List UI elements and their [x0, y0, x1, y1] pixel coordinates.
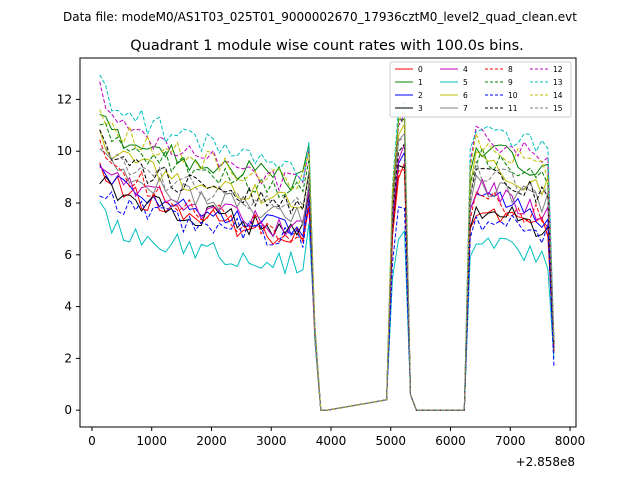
series-line-3: [99, 164, 555, 411]
series-layer: [99, 74, 555, 411]
legend-label-13: 13: [553, 78, 563, 87]
plot-frame: [79, 57, 577, 428]
legend-box: [389, 61, 572, 118]
legend-label-2: 2: [418, 91, 423, 100]
legend-label-4: 4: [463, 65, 468, 74]
legend-label-12: 12: [553, 65, 563, 74]
x-tick-label: 8000: [555, 434, 586, 448]
series-line-4: [99, 143, 555, 411]
legend-label-3: 3: [418, 104, 423, 113]
series-line-9: [99, 116, 555, 411]
x-tick-label: 6000: [435, 434, 466, 448]
x-offset-label: +2.858e8: [516, 455, 575, 469]
x-tick-label: 4000: [316, 434, 347, 448]
series-line-14: [99, 107, 555, 411]
y-tick-label: 8: [64, 196, 72, 210]
legend-label-15: 15: [553, 104, 563, 113]
series-line-0: [99, 162, 555, 411]
series-line-12: [99, 81, 555, 411]
legend-label-10: 10: [508, 91, 518, 100]
x-axis: 0 1000 2000 3000 4000 5000 6000 7000 8000: [88, 427, 585, 448]
series-line-13: [99, 74, 555, 411]
y-tick-label: 2: [64, 351, 72, 365]
series-line-5: [99, 201, 555, 411]
legend-label-0: 0: [418, 65, 423, 74]
data-file-label: Data file: modeM0/AS1T03_025T01_90000026…: [63, 10, 577, 24]
y-tick-label: 12: [57, 92, 72, 106]
x-tick-label: 2000: [196, 434, 227, 448]
x-tick-label: 3000: [256, 434, 287, 448]
legend-label-14: 14: [553, 91, 563, 100]
series-line-6: [99, 122, 555, 411]
y-tick-label: 4: [64, 300, 72, 314]
x-tick-label: 5000: [375, 434, 406, 448]
series-line-11: [99, 129, 555, 411]
y-tick-label: 0: [64, 403, 72, 417]
y-tick-label: 6: [64, 248, 72, 262]
series-line-10: [99, 190, 555, 411]
y-tick-label: 10: [57, 144, 72, 158]
legend-label-6: 6: [463, 91, 468, 100]
legend-label-7: 7: [463, 104, 468, 113]
legend-label-9: 9: [508, 78, 513, 87]
chart-title: Quadrant 1 module wise count rates with …: [130, 38, 524, 54]
x-tick-label: 1000: [136, 434, 167, 448]
y-axis: 0 2 4 6 8 10 12: [57, 92, 80, 417]
legend-label-8: 8: [508, 65, 513, 74]
legend-label-1: 1: [418, 78, 423, 87]
x-tick-label: 7000: [495, 434, 526, 448]
legend-label-5: 5: [463, 78, 468, 87]
legend-label-11: 11: [508, 104, 518, 113]
series-line-8: [99, 139, 555, 411]
x-tick-label: 0: [88, 434, 96, 448]
series-line-15: [99, 136, 555, 411]
